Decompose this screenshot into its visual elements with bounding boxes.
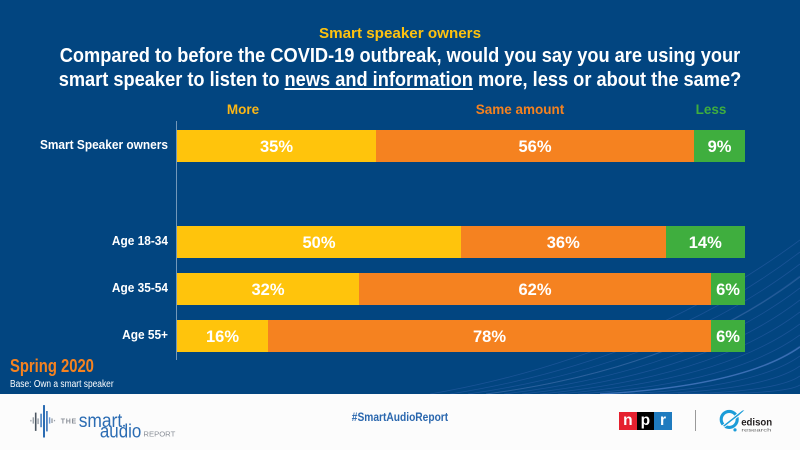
svg-text:THE: THE bbox=[61, 418, 77, 425]
svg-text:smart: smart bbox=[79, 411, 123, 432]
svg-text:edison: edison bbox=[741, 416, 772, 428]
svg-text:REPORT: REPORT bbox=[143, 429, 175, 438]
svg-text:audio: audio bbox=[100, 421, 141, 442]
svg-text:research: research bbox=[741, 427, 772, 432]
